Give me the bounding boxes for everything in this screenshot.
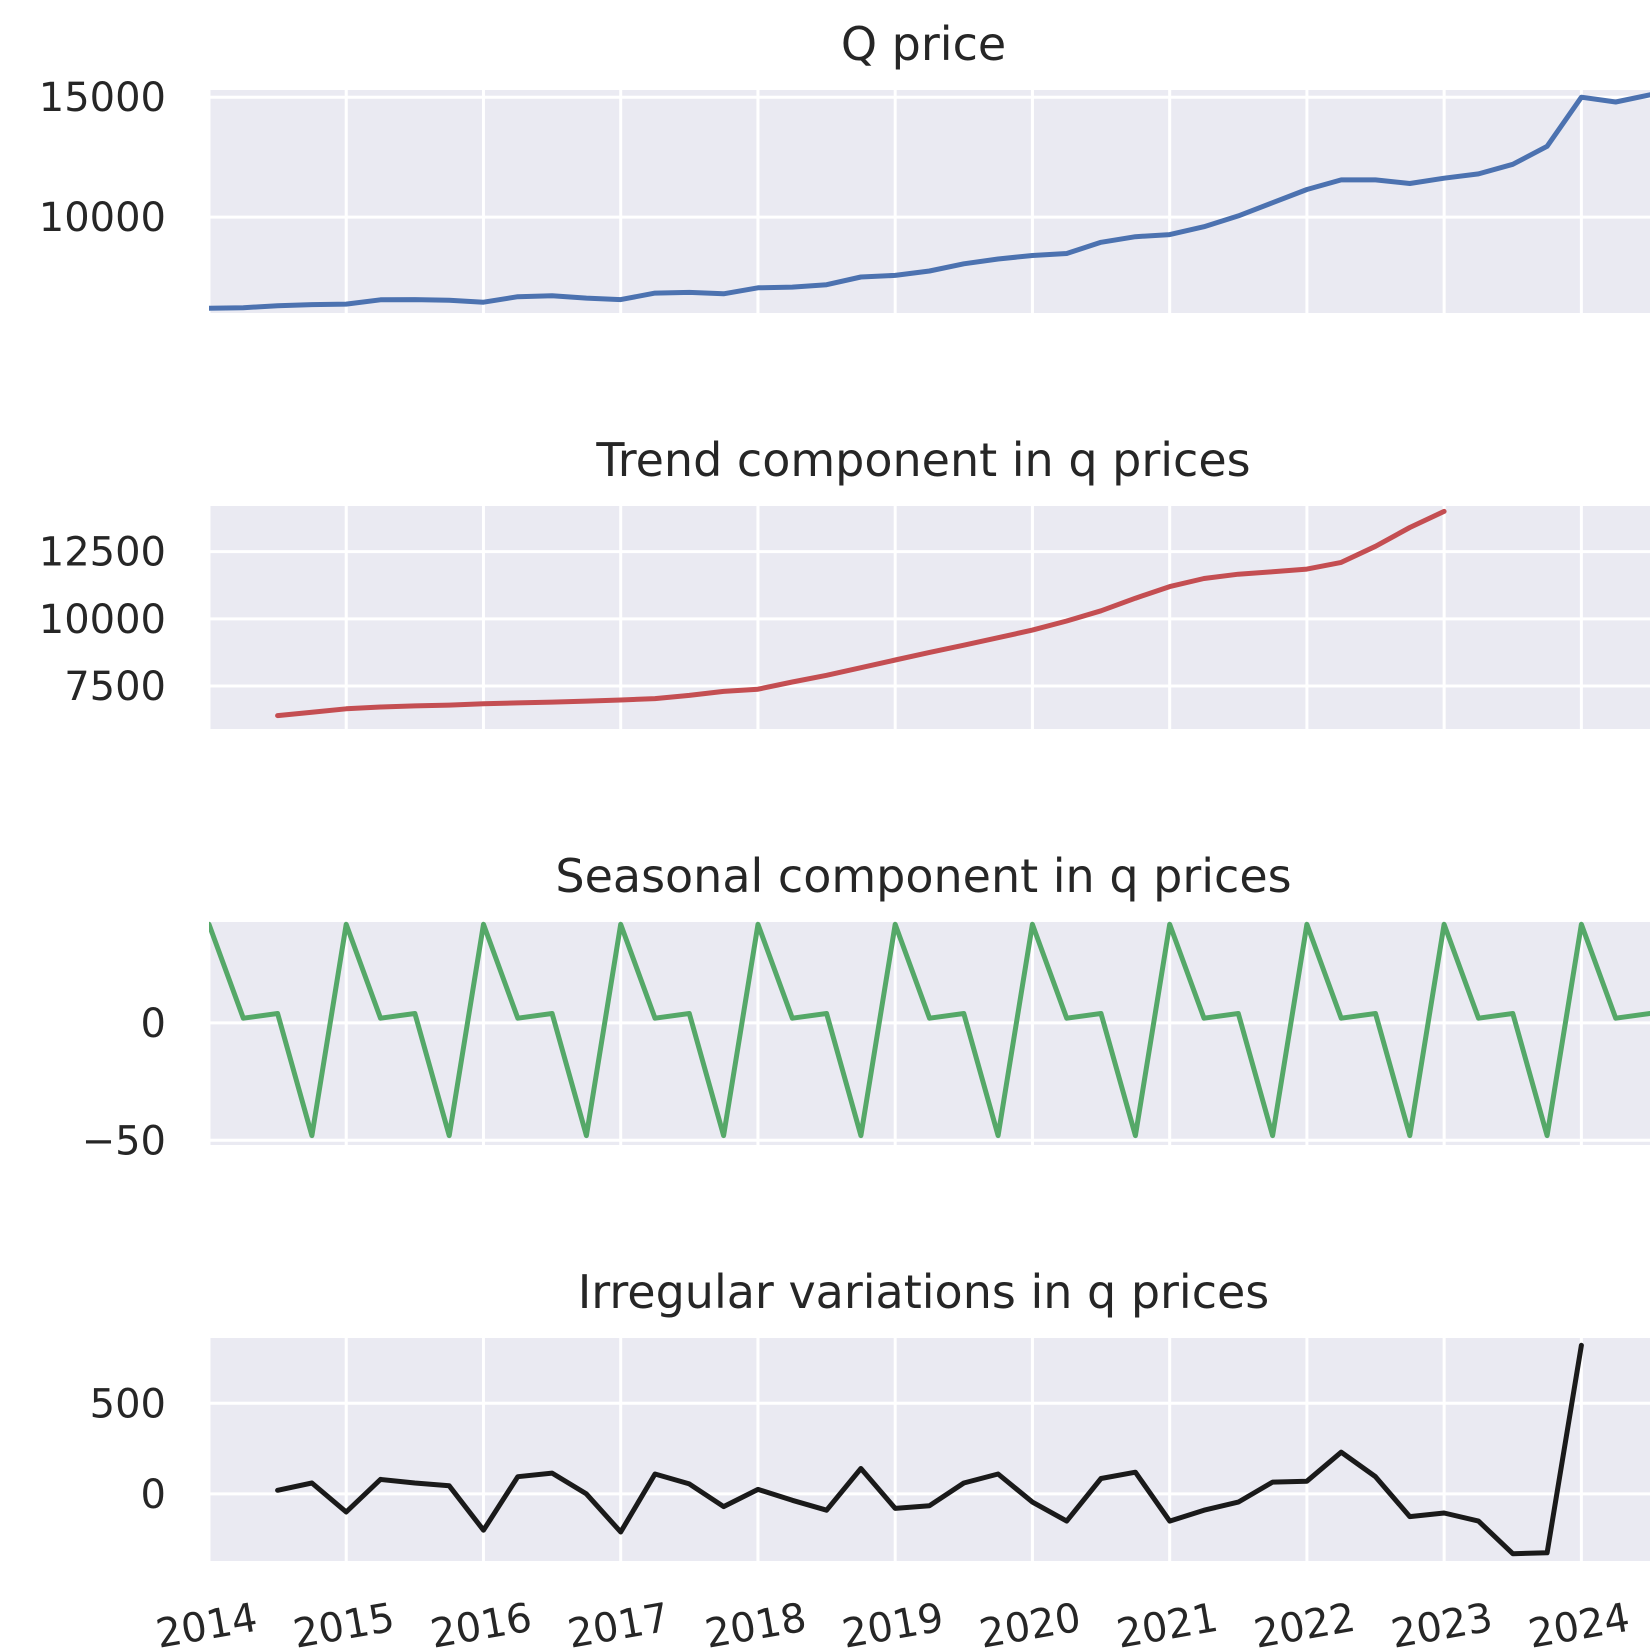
panel-4: 0 500 Irregular variations in q prices 2014…: [90, 1265, 1650, 1650]
y-tick-label: −50: [82, 1118, 166, 1164]
x-tick-label: 2023: [1388, 1595, 1496, 1650]
panel-title: Seasonal component in q prices: [555, 849, 1291, 903]
x-tick-label: 2018: [702, 1595, 810, 1650]
panel-1: 10000 15000 Q price: [39, 17, 1650, 313]
x-tick-label: 2014: [153, 1595, 261, 1650]
y-tick-label: 7500: [64, 664, 166, 710]
x-tick-label: 2020: [976, 1595, 1084, 1650]
y-tick-label: 0: [141, 1472, 166, 1518]
x-tick-label: 2019: [839, 1595, 947, 1650]
y-tick-label: 10000: [39, 597, 166, 643]
y-tick-label: 12500: [39, 530, 166, 576]
y-tick-label: 15000: [39, 75, 166, 121]
y-tick-label: 500: [90, 1381, 166, 1427]
panel-2: 7500 10000 12500 Trend component in q price…: [39, 433, 1650, 729]
x-tick-label: 2017: [564, 1595, 672, 1650]
x-tick-label: 2022: [1251, 1595, 1359, 1650]
y-tick-label: 0: [141, 1001, 166, 1047]
x-tick-label: 2024: [1525, 1595, 1633, 1650]
y-tick-label: 10000: [39, 195, 166, 241]
panel-title: Trend component in q prices: [595, 433, 1250, 487]
panel-3: −50 0 Seasonal component in q prices: [82, 849, 1650, 1164]
x-tick-label: 2016: [427, 1595, 535, 1650]
x-tick-label: 2021: [1113, 1595, 1221, 1650]
x-tick-label: 2015: [290, 1595, 398, 1650]
plot-area: [209, 1338, 1650, 1561]
panel-title: Irregular variations in q prices: [578, 1265, 1270, 1319]
panel-title: Q price: [841, 17, 1006, 71]
plot-area: [209, 90, 1650, 313]
plot-area: [209, 922, 1650, 1145]
